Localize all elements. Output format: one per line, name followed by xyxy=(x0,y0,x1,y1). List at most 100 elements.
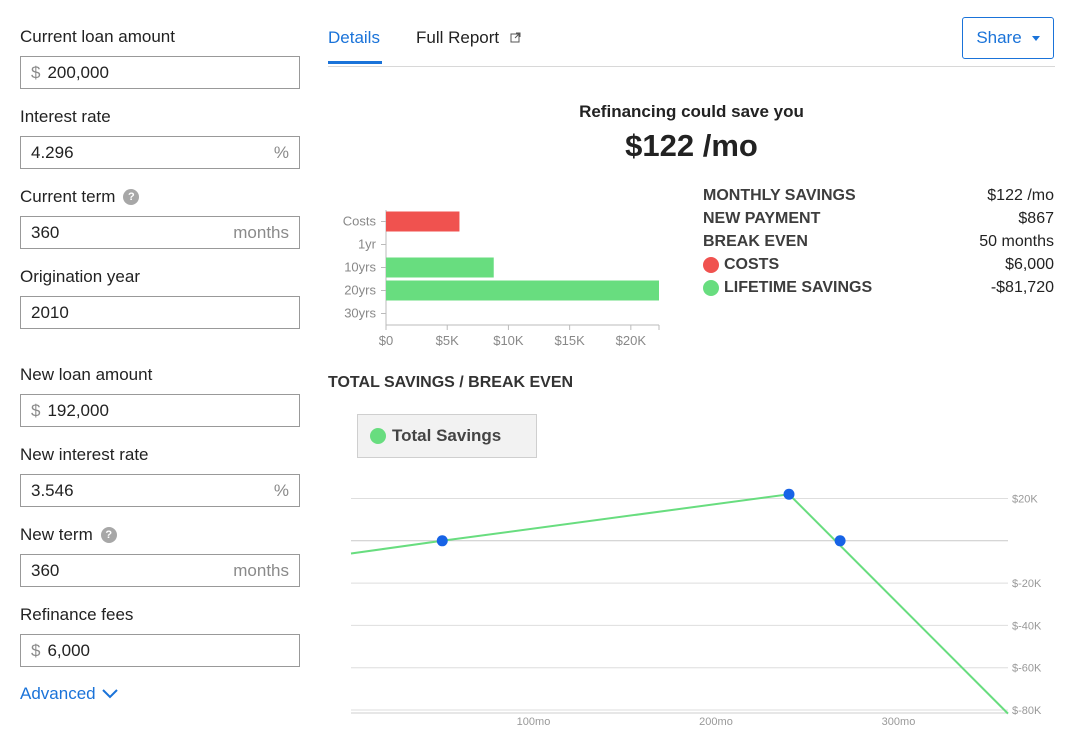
stat-label: LIFETIME SAVINGS xyxy=(724,278,873,296)
tab-full-report-label: Full Report xyxy=(416,28,500,47)
stat-value: $867 xyxy=(1018,209,1054,227)
bar-x-tick-label: $5K xyxy=(436,333,459,348)
tab-details[interactable]: Details xyxy=(328,28,380,47)
line-data-point xyxy=(834,535,846,547)
interest-rate-input[interactable]: 4.296 % xyxy=(20,136,300,169)
new-loan-amount-input[interactable]: $ 192,000 xyxy=(20,394,300,427)
line-x-tick-label: 300mo xyxy=(882,716,916,728)
current-loan-amount-value: 200,000 xyxy=(47,62,109,82)
line-y-tick-label: $-20K xyxy=(1012,578,1042,590)
help-icon[interactable]: ? xyxy=(123,189,140,205)
total-savings-title: TOTAL SAVINGS / BREAK EVEN xyxy=(328,374,574,391)
bar-x-tick-label: $15K xyxy=(554,333,585,348)
current-term-input[interactable]: 360 months xyxy=(20,216,300,249)
dollar-prefix: $ xyxy=(31,62,41,82)
savings-amount: $122 /mo xyxy=(625,128,758,163)
current-loan-amount-field: Current loan amount $ 200,000 xyxy=(20,26,300,89)
stat-label: MONTHLY SAVINGS xyxy=(703,186,856,204)
bar-x-tick-label: $20K xyxy=(616,333,647,348)
line-x-tick-label: 100mo xyxy=(517,716,551,728)
share-label: Share xyxy=(976,28,1022,47)
bar-category-label: 30yrs xyxy=(344,306,376,321)
line-x-tick-label: 200mo xyxy=(699,716,733,728)
origination-year-field: Origination year 2010 xyxy=(20,266,300,329)
total-savings-legend-dot xyxy=(370,428,386,444)
total-savings-legend-label: Total Savings xyxy=(392,426,502,445)
line-y-tick-label: $-40K xyxy=(1012,620,1042,632)
bar-category-label: 20yrs xyxy=(344,283,376,298)
refinance-fees-value: 6,000 xyxy=(47,640,91,660)
origination-year-label: Origination year xyxy=(20,267,141,286)
line-chart-legend[interactable]: Total Savings xyxy=(357,414,537,458)
tab-full-report[interactable]: Full Report xyxy=(416,28,521,48)
current-term-value: 360 xyxy=(31,222,60,242)
new-interest-rate-field: New interest rate 3.546 % xyxy=(20,444,300,507)
dollar-prefix: $ xyxy=(31,400,41,420)
new-interest-rate-label: New interest rate xyxy=(20,445,149,464)
current-term-label: Current term xyxy=(20,187,116,206)
total-savings-line xyxy=(350,493,1009,715)
bar-costs xyxy=(386,211,460,232)
savings-stats: MONTHLY SAVINGS $122 /mo NEW PAYMENT $86… xyxy=(703,184,1054,299)
new-term-label: New term xyxy=(20,525,93,544)
stat-value: -$81,720 xyxy=(990,278,1054,296)
stat-costs-key: COSTS xyxy=(703,256,779,274)
new-loan-amount-label: New loan amount xyxy=(20,365,153,384)
new-loan-amount-field: New loan amount $ 192,000 xyxy=(20,364,300,427)
line-data-point xyxy=(436,535,448,547)
origination-year-value: 2010 xyxy=(31,302,69,322)
percent-suffix: % xyxy=(273,480,289,500)
line-y-tick-label: $-60K xyxy=(1012,663,1042,675)
bar-category-label: 10yrs xyxy=(344,260,376,275)
help-icon[interactable]: ? xyxy=(100,527,117,543)
new-term-input[interactable]: 360 months xyxy=(20,554,300,587)
new-interest-rate-value: 3.546 xyxy=(31,480,74,500)
savings-headline: Refinancing could save you xyxy=(579,102,804,121)
months-suffix: months xyxy=(233,560,289,580)
tab-bar: Details Full Report xyxy=(328,0,1055,67)
bar-x-tick-label: $0 xyxy=(379,333,393,348)
external-link-icon xyxy=(510,32,521,43)
line-y-tick-label: $-80K xyxy=(1012,705,1042,717)
bar-20yrs xyxy=(386,280,659,301)
origination-year-input[interactable]: 2010 xyxy=(20,296,300,329)
new-term-label-row: New term ? xyxy=(20,524,300,546)
costs-legend-dot xyxy=(703,256,719,273)
advanced-label: Advanced xyxy=(20,684,96,703)
current-loan-amount-label: Current loan amount xyxy=(20,27,175,46)
stat-label: BREAK EVEN xyxy=(703,232,808,250)
stat-costs: COSTS $6,000 xyxy=(703,253,1054,276)
stat-value: 50 months xyxy=(979,232,1054,250)
refinance-fees-field: Refinance fees $ 6,000 xyxy=(20,604,300,667)
bar-x-tick-label: $10K xyxy=(493,333,524,348)
bar-category-label: 1yr xyxy=(358,237,377,252)
dollar-prefix: $ xyxy=(31,640,41,660)
line-y-tick-label: $20K xyxy=(1012,494,1038,506)
stat-lifetime-savings: LIFETIME SAVINGS -$81,720 xyxy=(703,276,1054,299)
refinance-fees-input[interactable]: $ 6,000 xyxy=(20,634,300,667)
interest-rate-label: Interest rate xyxy=(20,107,111,126)
active-tab-indicator xyxy=(328,61,382,64)
bar-10yrs xyxy=(386,257,494,278)
stat-break-even: BREAK EVEN 50 months xyxy=(703,230,1054,253)
stat-new-payment: NEW PAYMENT $867 xyxy=(703,207,1054,230)
stat-label: NEW PAYMENT xyxy=(703,209,821,227)
stat-label: COSTS xyxy=(724,255,780,273)
current-term-label-row: Current term ? xyxy=(20,186,300,208)
line-data-point xyxy=(783,488,795,500)
current-term-field: Current term ? 360 months xyxy=(20,186,300,249)
savings-legend-dot xyxy=(703,279,719,296)
chevron-down-icon xyxy=(101,689,118,699)
new-term-field: New term ? 360 months xyxy=(20,524,300,587)
months-suffix: months xyxy=(233,222,289,242)
advanced-toggle[interactable]: Advanced xyxy=(20,684,118,704)
new-term-value: 360 xyxy=(31,560,60,580)
current-loan-amount-input[interactable]: $ 200,000 xyxy=(20,56,300,89)
share-button[interactable]: Share xyxy=(962,17,1054,59)
savings-bar-chart: Costs 1yr 10yrs 20yrs 30yrs$0 $5K $10K $15K $20K xyxy=(343,210,660,348)
refinance-fees-label: Refinance fees xyxy=(20,605,134,624)
new-loan-amount-value: 192,000 xyxy=(47,400,109,420)
stat-value: $6,000 xyxy=(1005,255,1054,273)
percent-suffix: % xyxy=(273,142,289,162)
new-interest-rate-input[interactable]: 3.546 % xyxy=(20,474,300,507)
